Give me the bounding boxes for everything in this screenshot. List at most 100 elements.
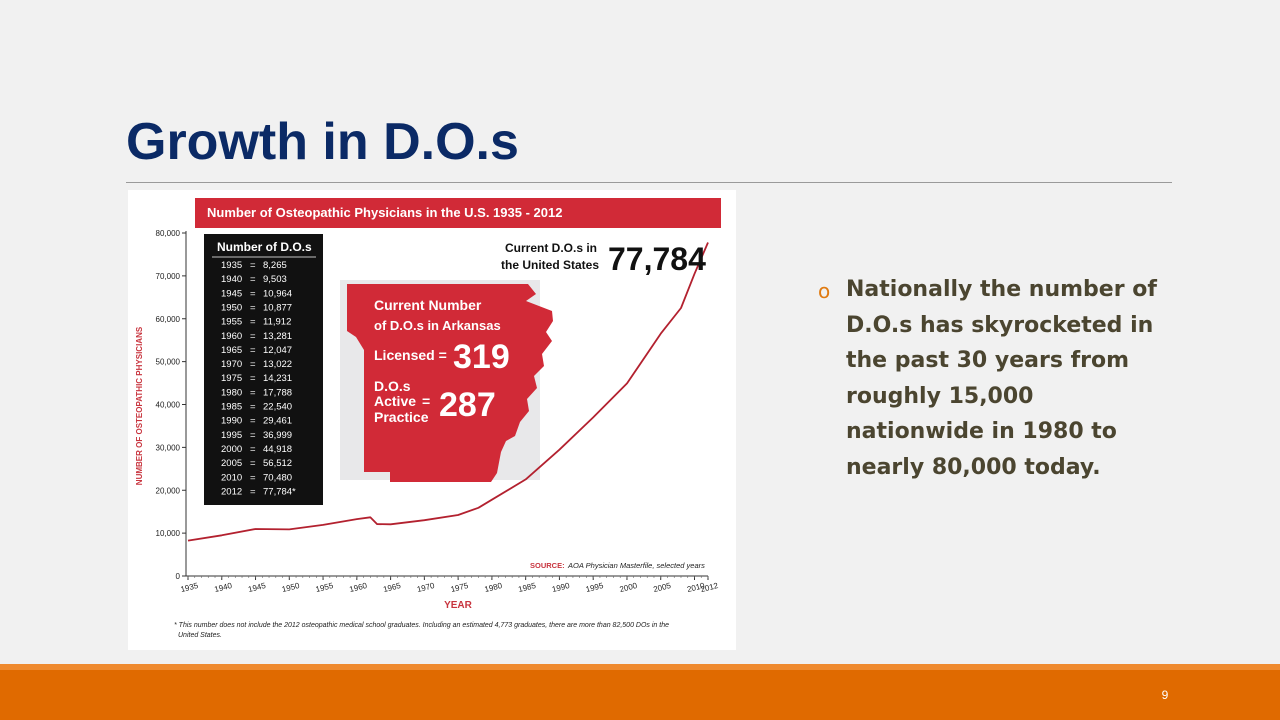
data-table-equals: =: [250, 416, 256, 427]
data-table-equals: =: [250, 387, 256, 398]
data-table-equals: =: [250, 373, 256, 384]
arkansas-licensed-label: Licensed =: [374, 347, 447, 363]
x-tick-label: 1965: [382, 581, 402, 594]
callout-us-label-line1: Current D.O.s in: [505, 241, 597, 255]
x-tick-label: 2010: [686, 581, 706, 594]
arkansas-active-label-line3: Practice: [374, 409, 429, 425]
data-table-equals: =: [250, 260, 256, 271]
source-text: AOA Physician Masterfile, selected years: [567, 561, 705, 570]
bullet-text: Nationally the number of D.O.s has skyro…: [846, 277, 1157, 480]
arkansas-active-label-line2: Active: [374, 393, 416, 409]
data-table-equals: =: [250, 288, 256, 299]
x-tick-label: 1990: [551, 581, 571, 594]
arkansas-active-value: 287: [439, 386, 496, 424]
data-table-year: 2012: [221, 486, 242, 497]
y-tick-label: 20,000: [156, 486, 181, 495]
data-table-year: 2005: [221, 458, 242, 469]
data-table-year: 2010: [221, 472, 242, 483]
data-table-equals: =: [250, 274, 256, 285]
x-tick-label: 1960: [349, 581, 369, 594]
data-table-count: 13,281: [263, 331, 292, 342]
y-axis-title: NUMBER OF OSTEOPATHIC PHYSICIANS: [135, 326, 144, 485]
data-table-equals: =: [250, 402, 256, 413]
data-table-count: 10,964: [263, 288, 292, 299]
arkansas-licensed-value: 319: [453, 338, 510, 376]
y-tick-label: 80,000: [156, 229, 181, 238]
x-tick-label: 1945: [247, 581, 267, 594]
arkansas-heading-line2: of D.O.s in Arkansas: [374, 318, 501, 333]
line-chart: 0 10,000 20,000 30,000 40,000 50,000 60,000 70,…: [135, 229, 720, 639]
data-table-count: 70,480: [263, 472, 292, 483]
x-tick-label: 1980: [484, 581, 504, 594]
callout-us-label-line2: the United States: [501, 258, 599, 272]
data-table-year: 1975: [221, 373, 242, 384]
arkansas-heading-line1: Current Number: [374, 297, 482, 313]
chart-title: Number of Osteopathic Physicians in the …: [195, 198, 721, 228]
x-tick-label: 1940: [213, 581, 233, 594]
y-tick-label: 40,000: [156, 401, 181, 410]
footnote-line1: * This number does not include the 2012 …: [174, 622, 669, 629]
x-tick-label: 2000: [619, 581, 639, 594]
data-table-equals: =: [250, 345, 256, 356]
data-table-count: 22,540: [263, 402, 292, 413]
x-tick-label: 1955: [315, 581, 335, 594]
data-table-equals: =: [250, 486, 256, 497]
footer-bar: [0, 670, 1280, 720]
footnote-line2: United States.: [178, 632, 222, 639]
x-tick-label: 1975: [450, 581, 470, 594]
data-table-year: 1950: [221, 302, 242, 313]
page-number: 9: [1161, 688, 1169, 702]
data-table-count: 11,912: [263, 317, 291, 328]
data-table-count: 9,503: [263, 274, 287, 285]
data-table-year: 1990: [221, 416, 242, 427]
data-table-year: 1960: [221, 331, 242, 342]
data-table-year: 1945: [221, 288, 242, 299]
data-table-year: 1940: [221, 274, 242, 285]
y-tick-label: 10,000: [156, 529, 181, 538]
source-label: SOURCE:: [530, 561, 565, 570]
x-tick-label: 1970: [416, 581, 436, 594]
series-line: [187, 242, 709, 542]
data-table-equals: =: [250, 317, 256, 328]
data-table-equals: =: [250, 444, 256, 455]
y-tick-label: 30,000: [156, 443, 181, 452]
x-tick-label: 2012: [700, 581, 720, 594]
title-divider: [126, 182, 1172, 183]
data-table-year: 1955: [221, 317, 242, 328]
y-tick-label: 70,000: [156, 272, 181, 281]
y-tick-label: 60,000: [156, 315, 181, 324]
data-table-count: 13,022: [263, 359, 292, 370]
data-table-year: 1985: [221, 402, 242, 413]
x-tick-label: 2005: [652, 581, 672, 594]
data-table-equals: =: [250, 472, 256, 483]
data-table-count: 14,231: [263, 373, 292, 384]
data-table-box: [204, 234, 323, 505]
bullet-marker: o: [818, 279, 831, 303]
arkansas-active-label-line1: D.O.s: [374, 378, 411, 394]
slide-title: Growth in D.O.s: [126, 113, 519, 171]
arkansas-map-shape: [347, 284, 553, 482]
data-table-count: 12,047: [263, 345, 292, 356]
data-table-equals: =: [250, 430, 256, 441]
x-tick-label: 1985: [517, 581, 537, 594]
data-table-year: 1980: [221, 387, 242, 398]
data-table-count: 17,788: [263, 387, 292, 398]
data-table-year: 2000: [221, 444, 242, 455]
data-table-count: 36,999: [263, 430, 292, 441]
data-table-count: 44,918: [263, 444, 292, 455]
chart-figure: Number of Osteopathic Physicians in the …: [128, 190, 736, 650]
data-table-count: 77,784*: [263, 486, 296, 497]
data-table-equals: =: [250, 331, 256, 342]
x-tick-label: 1995: [585, 581, 605, 594]
data-table-count: 29,461: [263, 416, 292, 427]
x-tick-label: 1950: [281, 581, 301, 594]
data-table-header: Number of D.O.s: [217, 240, 312, 254]
callout-us-value: 77,784: [608, 241, 706, 277]
data-table-year: 1935: [221, 260, 242, 271]
data-table-equals: =: [250, 302, 256, 313]
data-table-equals: =: [250, 458, 256, 469]
x-tick-label: 1935: [180, 581, 200, 594]
y-tick-label: 0: [176, 572, 181, 581]
data-table-count: 10,877: [263, 302, 292, 313]
data-table-year: 1965: [221, 345, 242, 356]
